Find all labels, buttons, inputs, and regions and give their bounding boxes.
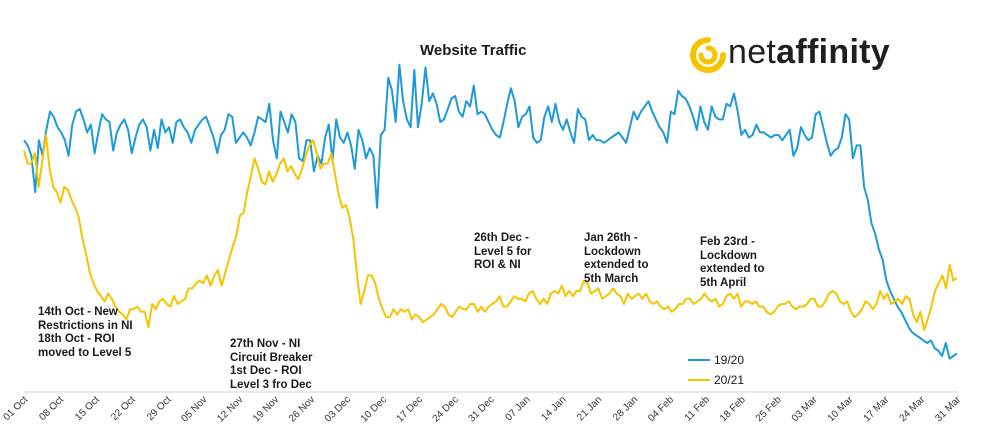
legend-item-19-20: 19/20 [688,350,744,370]
x-tick-label: 28 Jan [611,394,640,423]
x-tick-label: 25 Feb [754,394,784,424]
x-tick-label: 08 Oct [37,394,66,423]
x-tick-label: 26 Nov [287,394,317,424]
x-tick-label: 29 Oct [145,394,174,423]
x-axis-ticks: 01 Oct 08 Oct 15 Oct 22 Oct 29 Oct 05 Nov 12 N… [2,394,964,425]
x-tick-label: 22 Oct [109,394,138,423]
legend-label-19-20: 19/20 [714,353,745,367]
x-tick-label: 12 Nov [215,394,245,424]
brand-suffix: affinity [776,33,891,71]
x-tick-label: 17 Mar [862,394,892,424]
x-tick-label: 03 Dec [323,394,353,424]
series-lines [23,63,958,360]
x-tick-label: 10 Mar [826,394,856,424]
x-tick-label: 15 Oct [73,394,102,423]
x-tick-label: 31 Mar [933,394,963,424]
annotation-dec: 26th Dec - Level 5 for ROI & NI [474,232,532,271]
x-tick-label: 24 Mar [897,394,927,424]
x-tick-label: 24 Dec [431,394,461,424]
annotation-feb: Feb 23rd - Lockdown extended to 5th Apri… [700,236,765,289]
x-tick-label: 01 Oct [2,394,31,423]
x-tick-label: 07 Jan [503,394,532,423]
x-tick-label: 03 Mar [790,394,820,424]
legend-item-20-21: 20/21 [688,370,744,390]
x-tick-label: 11 Feb [683,394,713,424]
series-line-20-21 [23,134,958,331]
chart-legend: 19/20 20/21 [688,350,744,390]
x-tick-label: 10 Dec [359,394,389,424]
legend-swatch-19-20 [688,359,710,361]
series-line-19-20 [23,63,958,360]
x-tick-label: 19 Nov [251,394,281,424]
netaffinity-logo-icon [690,37,726,73]
x-tick-label: 18 Feb [718,394,748,424]
x-tick-label: 21 Jan [575,394,604,423]
x-tick-label: 04 Feb [646,394,676,424]
annotation-oct: 14th Oct - New Restrictions in NI 18th O… [38,306,133,359]
x-tick-label: 14 Jan [539,394,568,423]
annotation-jan: Jan 26th - Lockdown extended to 5th Marc… [584,232,649,285]
legend-label-20-21: 20/21 [714,373,745,387]
chart-title: Website Traffic [420,42,527,59]
x-tick-label: 17 Dec [395,394,425,424]
x-tick-label: 05 Nov [179,394,209,424]
brand-logo-text: netaffinity [728,33,890,72]
legend-swatch-20-21 [688,379,710,381]
brand-prefix: net [728,33,777,71]
annotation-nov: 27th Nov - NI Circuit Breaker 1st Dec - … [230,338,313,391]
x-tick-label: 31 Dec [466,394,496,424]
